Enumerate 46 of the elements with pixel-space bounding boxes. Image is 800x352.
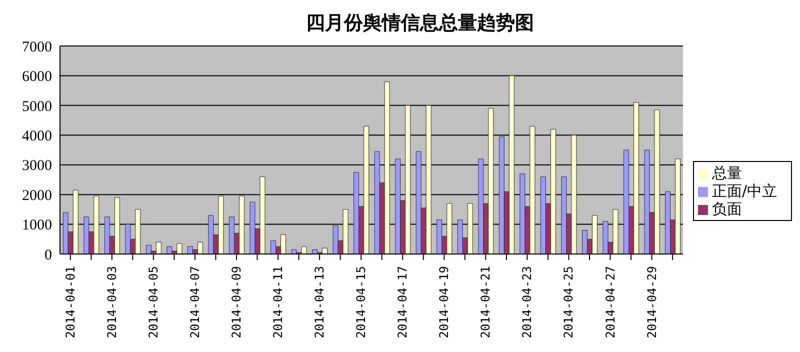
x-tick-label: 2014-04-11: [271, 266, 286, 338]
x-tick-label: 2014-04-21: [478, 266, 493, 338]
y-tick-label: 5000: [22, 98, 52, 115]
y-tick-label: 1000: [22, 218, 52, 234]
bar: [125, 224, 131, 254]
y-tick-label: 2000: [22, 188, 52, 204]
x-tick-label: 2014-04-13: [312, 266, 327, 338]
bar: [208, 215, 214, 254]
bar: [561, 176, 567, 254]
bar: [520, 174, 526, 254]
y-tick-label: 3000: [22, 158, 52, 174]
bar: [478, 158, 484, 254]
bar: [270, 240, 276, 254]
x-tick-label: 2014-04-23: [520, 266, 534, 338]
y-tick-label: 4000: [22, 128, 52, 144]
legend-label: 总量: [712, 164, 742, 182]
x-tick-label: 2014-04-27: [603, 266, 618, 338]
bar: [291, 249, 297, 254]
x-tick-label: 2014-04-17: [396, 266, 410, 338]
bar: [436, 220, 442, 254]
bar: [166, 246, 172, 254]
x-tick-label: 2014-04-25: [562, 266, 576, 338]
x-tick-label: 2014-04-09: [230, 266, 244, 338]
y-tick-label: 6000: [22, 69, 52, 86]
chart-title: 四月份舆情信息总量趋势图: [305, 11, 535, 36]
x-tick-label: 2014-04-15: [354, 266, 368, 338]
y-tick-label: 7000: [22, 39, 52, 56]
bar: [644, 150, 650, 254]
legend-label: 正面/中立: [712, 182, 777, 200]
x-tick-label: 2014-04-19: [437, 266, 452, 338]
bar: [395, 158, 401, 254]
x-tick-label: 2014-04-07: [188, 266, 202, 338]
x-tick-label: 2014-04-01: [63, 266, 78, 338]
x-tick-label: 2014-04-05: [146, 266, 160, 338]
bar: [624, 150, 630, 254]
x-tick-label: 2014-04-29: [644, 266, 659, 338]
bar: [250, 202, 256, 254]
legend-label: 负面: [712, 200, 742, 218]
bar: [332, 226, 338, 254]
bar: [84, 216, 90, 254]
bar: [354, 172, 360, 254]
y-tick-label: 0: [44, 247, 52, 264]
bar: [665, 191, 671, 254]
bar: [602, 221, 608, 254]
x-tick-label: 2014-04-03: [104, 266, 119, 338]
bar: [312, 249, 318, 254]
